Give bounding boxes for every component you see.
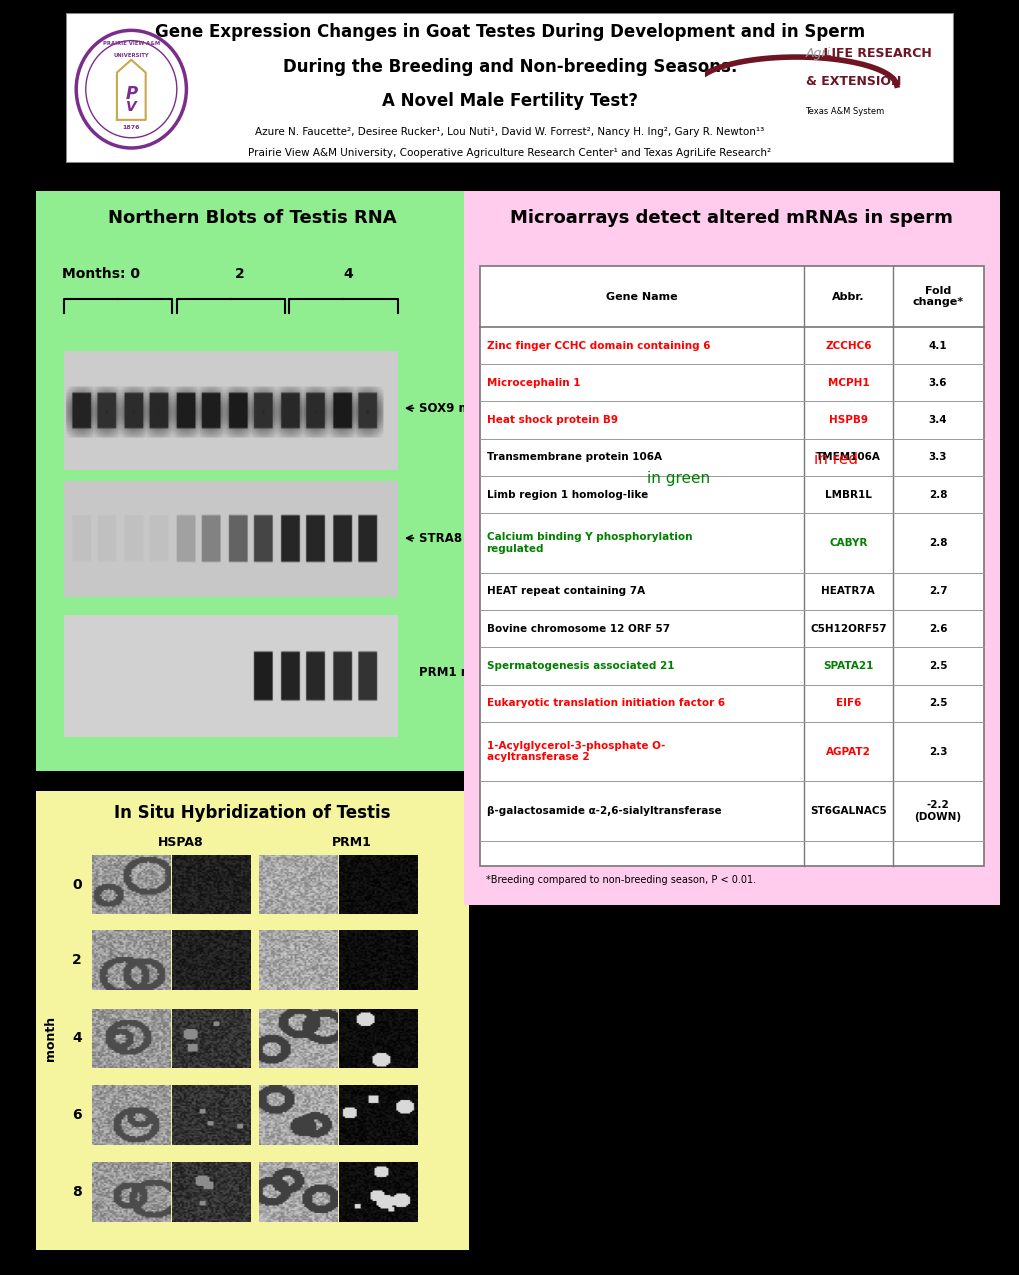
Text: 3.3: 3.3	[928, 453, 947, 463]
Text: Abbr.: Abbr.	[832, 292, 864, 302]
Text: 4: 4	[72, 1031, 82, 1046]
Text: Texas A&M System: Texas A&M System	[804, 107, 882, 116]
Text: CABYR: CABYR	[828, 538, 866, 548]
Text: 1-Acylglycerol-3-phosphate O-
acyltransferase 2: 1-Acylglycerol-3-phosphate O- acyltransf…	[486, 741, 664, 762]
Text: Eukaryotic translation initiation factor 6: Eukaryotic translation initiation factor…	[486, 699, 725, 708]
Text: Azure N. Faucette², Desiree Rucker¹, Lou Nuti¹, David W. Forrest², Nancy H. Ing²: Azure N. Faucette², Desiree Rucker¹, Lou…	[255, 128, 764, 138]
Text: PRAIRIE VIEW A&M: PRAIRIE VIEW A&M	[103, 41, 160, 46]
Text: 1876: 1876	[122, 125, 140, 130]
Text: LMBR1L: LMBR1L	[824, 490, 871, 500]
Text: 2.3: 2.3	[928, 747, 947, 756]
Text: Prairie View A&M University, Cooperative Agriculture Research Center¹ and Texas : Prairie View A&M University, Cooperative…	[249, 148, 770, 158]
Text: Spermatogenesis associated 21: Spermatogenesis associated 21	[486, 660, 674, 671]
Text: 4: 4	[342, 266, 353, 280]
Text: 2: 2	[234, 266, 245, 280]
Text: HEAT repeat containing 7A: HEAT repeat containing 7A	[486, 586, 644, 597]
Text: AGPAT2: AGPAT2	[825, 747, 870, 756]
Text: In Situ Hybridization of Testis: In Situ Hybridization of Testis	[114, 805, 390, 822]
Text: Fold
change*: Fold change*	[912, 286, 963, 307]
Bar	[480, 266, 982, 866]
Text: 2.6: 2.6	[928, 623, 947, 634]
Text: C5H12ORF57: C5H12ORF57	[809, 623, 886, 634]
Text: 2.8: 2.8	[928, 538, 947, 548]
Text: 2.5: 2.5	[928, 699, 947, 708]
Text: 6: 6	[72, 1108, 82, 1122]
Text: SOX9 mRNA: SOX9 mRNA	[419, 402, 498, 414]
Text: ZCCHC6: ZCCHC6	[824, 340, 870, 351]
Text: 0: 0	[72, 877, 82, 891]
Text: Transmembrane protein 106A: Transmembrane protein 106A	[486, 453, 661, 463]
Text: HEATR7A: HEATR7A	[820, 586, 874, 597]
Text: 4.1: 4.1	[927, 340, 947, 351]
Text: in red: in red	[813, 451, 858, 467]
Text: EIF6: EIF6	[835, 699, 860, 708]
Text: 3.6: 3.6	[928, 377, 947, 388]
Text: *Breeding compared to non-breeding season, P < 0.01.: *Breeding compared to non-breeding seaso…	[485, 875, 755, 885]
Text: Months: 0: Months: 0	[62, 266, 140, 280]
Text: PRM1 mRNA: PRM1 mRNA	[419, 667, 501, 680]
Text: Northern Blots of Testis RNA: Northern Blots of Testis RNA	[108, 209, 396, 227]
Text: 2.8: 2.8	[928, 490, 947, 500]
Text: 2.5: 2.5	[928, 660, 947, 671]
Text: HSPB9: HSPB9	[828, 416, 867, 425]
Text: STRA8 mRNA: STRA8 mRNA	[419, 532, 506, 544]
Text: MCPH1: MCPH1	[826, 377, 868, 388]
Text: ST6GALNAC5: ST6GALNAC5	[809, 806, 886, 816]
Text: in green: in green	[646, 470, 709, 486]
Text: TMEM106A: TMEM106A	[815, 453, 879, 463]
Text: 3.4: 3.4	[927, 416, 947, 425]
Text: PRM1: PRM1	[332, 836, 372, 849]
Text: Microarrays detect altered mRNAs in sperm: Microarrays detect altered mRNAs in sper…	[510, 209, 953, 227]
Text: β-galactosamide α-2,6-sialyltransferase: β-galactosamide α-2,6-sialyltransferase	[486, 806, 720, 816]
Text: P: P	[125, 85, 138, 103]
Text: Heat shock protein B9: Heat shock protein B9	[486, 416, 616, 425]
Text: 8: 8	[72, 1186, 82, 1198]
Text: 2: 2	[72, 954, 82, 968]
Text: A Novel Male Fertility Test?: A Novel Male Fertility Test?	[382, 93, 637, 111]
Text: Calcium binding Y phosphorylation
regulated: Calcium binding Y phosphorylation regula…	[486, 532, 692, 553]
Text: Bovine chromosome 12 ORF 57: Bovine chromosome 12 ORF 57	[486, 623, 669, 634]
Text: 2.7: 2.7	[927, 586, 947, 597]
Text: Agri: Agri	[805, 47, 830, 60]
Text: Gene Name: Gene Name	[605, 292, 678, 302]
Text: During the Breeding and Non-breeding Seasons:: During the Breeding and Non-breeding Sea…	[282, 57, 737, 76]
Text: Limb region 1 homolog-like: Limb region 1 homolog-like	[486, 490, 647, 500]
Text: V: V	[125, 99, 137, 113]
Text: -2.2
(DOWN): -2.2 (DOWN)	[914, 801, 961, 822]
Text: Gene Expression Changes in Goat Testes During Development and in Sperm: Gene Expression Changes in Goat Testes D…	[155, 23, 864, 41]
Text: & EXTENSION: & EXTENSION	[805, 75, 901, 88]
Text: LIFE RESEARCH: LIFE RESEARCH	[805, 47, 930, 60]
Text: HSPA8: HSPA8	[158, 836, 204, 849]
Text: Zinc finger CCHC domain containing 6: Zinc finger CCHC domain containing 6	[486, 340, 709, 351]
Text: UNIVERSITY: UNIVERSITY	[113, 54, 149, 59]
Text: month: month	[45, 1016, 57, 1061]
Text: SPATA21: SPATA21	[822, 660, 872, 671]
Text: Microcephalin 1: Microcephalin 1	[486, 377, 580, 388]
